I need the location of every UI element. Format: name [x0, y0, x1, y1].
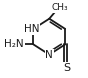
Text: CH₃: CH₃ — [52, 3, 68, 12]
Text: H₂N: H₂N — [4, 39, 24, 49]
Text: N: N — [45, 50, 53, 60]
Text: HN: HN — [24, 24, 39, 34]
Text: S: S — [63, 63, 70, 73]
